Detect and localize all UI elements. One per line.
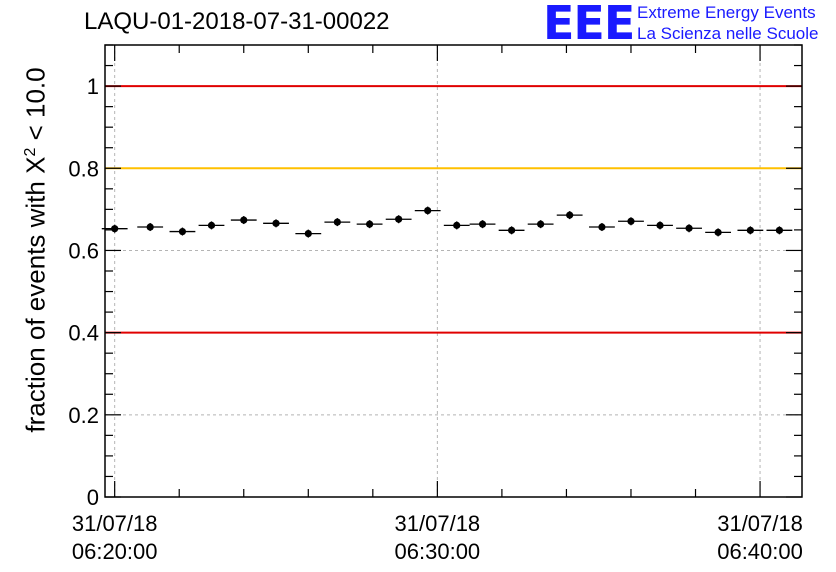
data-point xyxy=(178,227,187,236)
data-point xyxy=(775,226,784,234)
grid-lines xyxy=(105,45,802,498)
logo-line-1: Extreme Energy Events xyxy=(637,3,816,22)
data-point xyxy=(304,230,312,238)
y-tick-label: 0.6 xyxy=(68,238,99,263)
y-tick-label: 0.4 xyxy=(68,321,99,346)
x-tick-label-time: 06:30:00 xyxy=(395,539,481,564)
data-point xyxy=(424,206,432,215)
x-tick-label-time: 06:20:00 xyxy=(72,539,158,564)
y-tick-label: 0.8 xyxy=(68,156,99,181)
data-point xyxy=(272,219,280,227)
data-point xyxy=(366,220,374,228)
x-tick-label-date: 31/07/18 xyxy=(395,511,481,536)
y-axis-label: fraction of events with X2 < 10.0 xyxy=(21,67,52,432)
data-point xyxy=(111,225,119,233)
data-point xyxy=(746,226,754,234)
axis-ticks xyxy=(105,44,802,498)
y-tick-label: 0 xyxy=(87,485,99,510)
x-tick-label-date: 31/07/18 xyxy=(717,511,803,536)
x-tick-label-date: 31/07/18 xyxy=(72,511,158,536)
plot-frame xyxy=(104,44,803,498)
x-tick-label-time: 06:40:00 xyxy=(717,539,803,564)
y-tick-label: 0.2 xyxy=(68,403,99,428)
data-point xyxy=(207,221,216,229)
tick-labels: 0 0.2 0.4 0.6 0.8 1 31/07/18 06:20:00 31/07/18 06… xyxy=(68,74,802,564)
chart-title: LAQU-01-2018-07-31-00022 xyxy=(84,8,390,35)
logo-line-2: La Scienza nelle Scuole xyxy=(637,24,819,43)
data-point xyxy=(714,228,722,236)
data-point xyxy=(627,217,635,225)
data-point xyxy=(333,218,341,226)
data-point xyxy=(685,224,693,232)
y-axis-label-suffix: < 10.0 xyxy=(20,67,51,148)
data-point xyxy=(453,221,461,229)
data-point xyxy=(656,221,664,229)
data-point xyxy=(146,223,154,231)
y-axis-label-sup: 2 xyxy=(21,147,39,157)
eee-logo-mark: EEE xyxy=(543,0,635,50)
data-point xyxy=(507,226,516,234)
reference-lines xyxy=(105,85,802,334)
data-point xyxy=(240,216,248,224)
data-point xyxy=(395,215,403,223)
data-points xyxy=(101,206,793,238)
y-axis-label-prefix: fraction of events with xyxy=(20,173,51,433)
y-axis-label-chi: X xyxy=(20,156,51,174)
data-point xyxy=(566,211,574,219)
y-tick-label: 1 xyxy=(87,74,99,99)
data-point xyxy=(598,223,606,231)
data-point xyxy=(537,220,545,228)
data-point xyxy=(478,220,487,228)
